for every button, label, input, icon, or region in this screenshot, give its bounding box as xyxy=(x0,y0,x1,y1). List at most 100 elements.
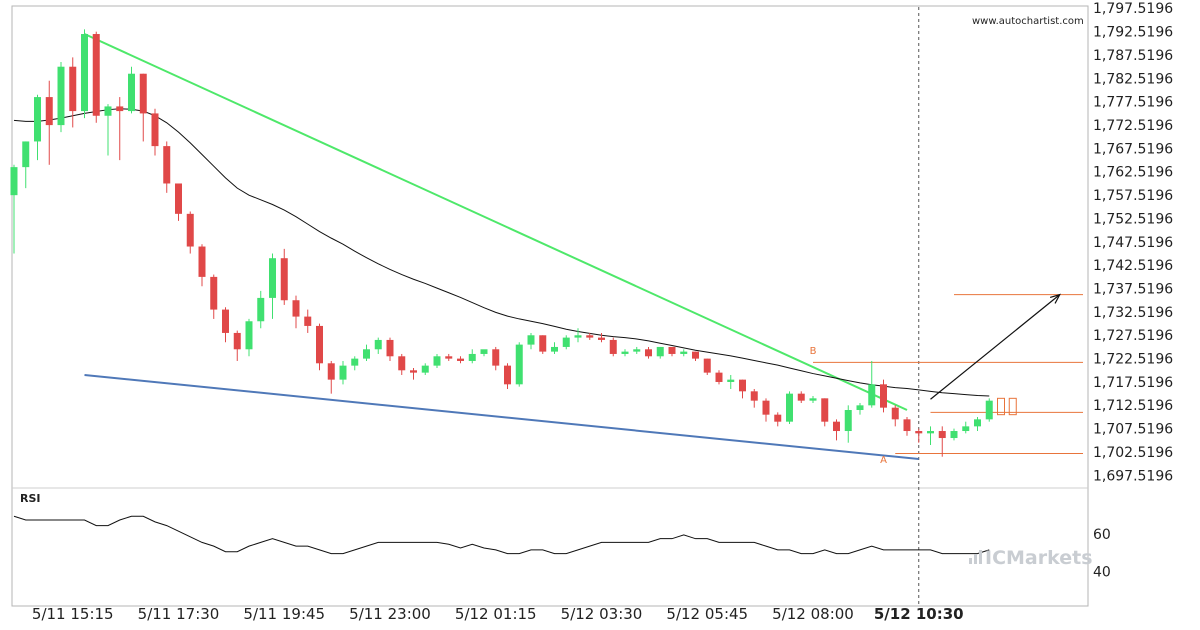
candle-body xyxy=(198,246,206,277)
candle-body xyxy=(69,66,77,112)
candle-body xyxy=(81,34,88,112)
candle-body xyxy=(22,141,30,168)
candle-body xyxy=(128,73,135,112)
candle-body xyxy=(57,66,65,126)
candle-body xyxy=(175,183,182,214)
candle-body xyxy=(515,344,523,385)
y-tick-label: 1,782.5196 xyxy=(1093,71,1173,87)
candle-body xyxy=(351,358,359,366)
candle-body xyxy=(880,384,887,408)
brand-watermark: ICMarkets xyxy=(969,547,1093,569)
candle-body xyxy=(504,365,511,385)
candle-body xyxy=(621,351,629,354)
candle-body xyxy=(245,321,253,350)
y-tick-label: 1,792.5196 xyxy=(1093,25,1173,41)
candle-body xyxy=(668,346,676,354)
candle-body xyxy=(938,431,946,439)
x-tick-label: 5/12 01:15 xyxy=(455,605,537,623)
candle-body xyxy=(186,213,194,247)
y-tick-label: 1,697.5196 xyxy=(1093,468,1173,484)
y-tick-label: 1,722.5196 xyxy=(1093,352,1173,368)
candle-body xyxy=(269,258,276,298)
x-tick-label: 5/12 05:45 xyxy=(666,605,748,623)
candle-body xyxy=(962,426,970,432)
candle-body xyxy=(974,419,981,427)
candle-body xyxy=(562,337,570,347)
rsi-line xyxy=(13,515,990,555)
y-tick-label: 1,767.5196 xyxy=(1093,141,1173,157)
x-tick-label: 5/11 19:45 xyxy=(243,605,325,623)
candle-body xyxy=(633,349,641,352)
candle-body xyxy=(692,351,699,359)
y-tick-label: 1,732.5196 xyxy=(1093,305,1173,321)
y-tick-label: 1,752.5196 xyxy=(1093,211,1173,227)
y-tick-label: 1,727.5196 xyxy=(1093,328,1173,344)
candle-body xyxy=(645,349,652,357)
candle-body xyxy=(527,335,535,345)
y-tick-label: 1,707.5196 xyxy=(1093,422,1173,438)
candle-body xyxy=(774,414,782,422)
x-tick-label: 5/11 15:15 xyxy=(32,605,114,623)
projection-candle xyxy=(1008,397,1017,416)
x-tick-label: 5/12 03:30 xyxy=(561,605,643,623)
candle-body xyxy=(398,356,406,371)
candle-body xyxy=(410,370,417,373)
candle-body xyxy=(104,106,112,116)
brand-suffix: Markets xyxy=(1006,547,1093,569)
candle-body xyxy=(762,400,770,415)
brand-bars-icon xyxy=(969,550,982,564)
candle-body xyxy=(445,356,453,359)
candle-body xyxy=(257,297,265,322)
candle-body xyxy=(374,339,382,350)
candle-body xyxy=(316,325,323,364)
candle-body xyxy=(821,398,829,422)
candle-body xyxy=(386,339,394,357)
plot-frame xyxy=(11,5,1089,607)
pattern-point-label: A xyxy=(880,455,887,466)
candle-body xyxy=(856,405,864,411)
candle-body xyxy=(598,337,605,340)
y-tick-label: 1,747.5196 xyxy=(1093,235,1173,251)
support-trend-line xyxy=(84,373,919,461)
forecast-arrowhead xyxy=(1049,293,1061,304)
candle-body xyxy=(139,73,147,114)
candle-body xyxy=(280,258,288,301)
y-tick-label: 1,787.5196 xyxy=(1093,48,1173,64)
candle-body xyxy=(363,349,370,359)
projection-candle xyxy=(997,397,1005,416)
candle-body xyxy=(327,363,335,380)
y-tick-label: 1,717.5196 xyxy=(1093,375,1173,391)
x-tick-label: 5/11 23:00 xyxy=(349,605,431,623)
y-tick-label: 1,742.5196 xyxy=(1093,258,1173,274)
candle-body xyxy=(739,379,746,392)
y-tick-label: 1,772.5196 xyxy=(1093,118,1173,134)
rsi-tick-label: 40 xyxy=(1093,564,1111,580)
candle-body xyxy=(304,316,312,326)
candle-body xyxy=(421,365,429,373)
y-tick-label: 1,702.5196 xyxy=(1093,445,1173,461)
x-tick-label: 5/12 08:00 xyxy=(772,605,854,623)
x-tick-label: 5/11 17:30 xyxy=(138,605,220,623)
candle-body xyxy=(750,391,758,401)
candle-body xyxy=(786,393,793,422)
pattern-point-label: B xyxy=(810,346,817,357)
candle-body xyxy=(539,335,547,352)
moving-average-line xyxy=(13,108,990,397)
candle-body xyxy=(222,309,229,333)
candle-body xyxy=(927,431,934,434)
candle-body xyxy=(233,332,241,350)
brand-prefix: IC xyxy=(985,547,1006,569)
brand-name: ICMarkets xyxy=(985,547,1093,569)
candle-body xyxy=(844,410,852,432)
candle-body xyxy=(656,346,664,357)
y-tick-label: 1,757.5196 xyxy=(1093,188,1173,204)
source-watermark: www.autochartist.com xyxy=(972,16,1084,27)
candle-body xyxy=(680,351,688,354)
candle-body xyxy=(457,358,464,361)
candle-body xyxy=(985,400,993,420)
candle-body xyxy=(339,365,347,380)
y-tick-label: 1,737.5196 xyxy=(1093,281,1173,297)
rsi-tick-label: 60 xyxy=(1093,527,1111,543)
candle-body xyxy=(210,276,218,310)
